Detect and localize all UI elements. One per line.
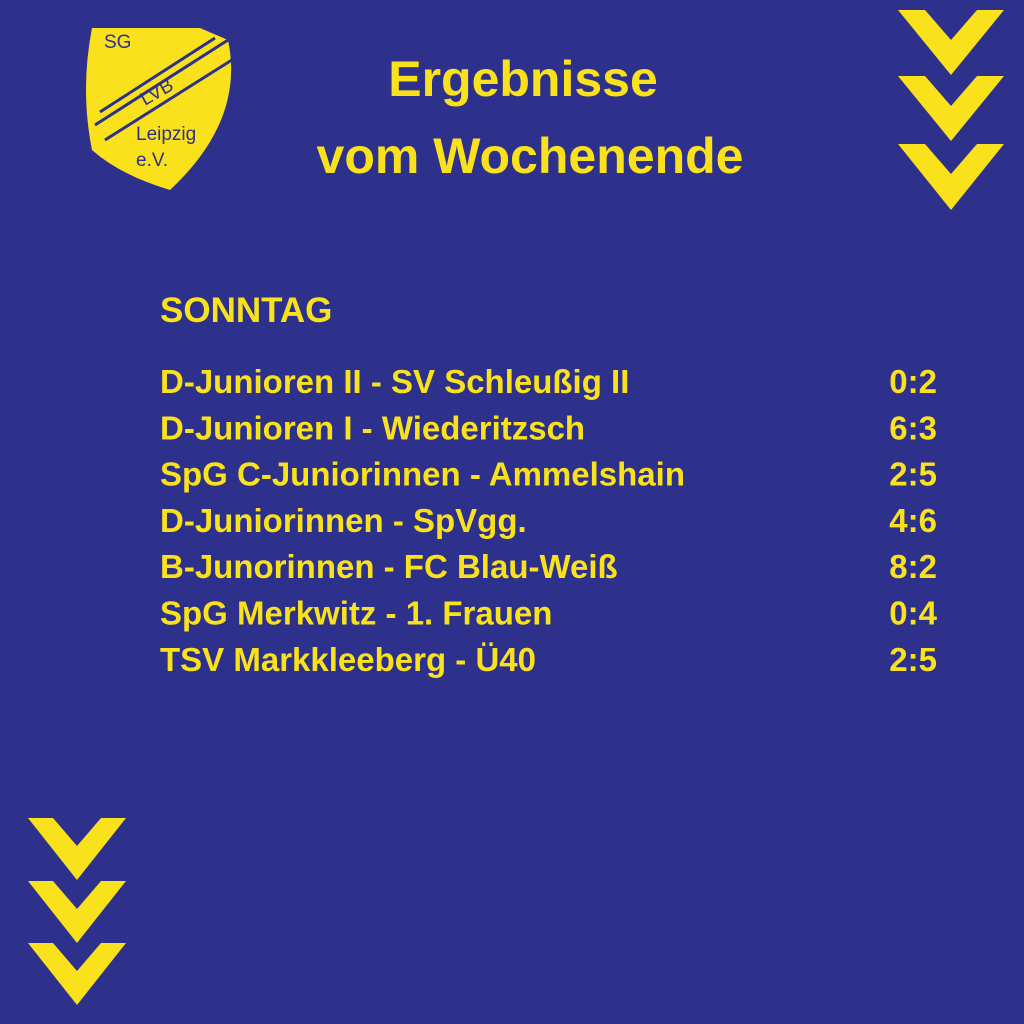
match: D-Juniorinnen - SpVgg.: [160, 502, 527, 539]
chevron: [28, 881, 126, 943]
chevron: [28, 818, 126, 880]
logo-text: Leipzig: [136, 124, 196, 145]
score: 0:2: [889, 363, 937, 400]
match: TSV Markkleeberg - Ü40: [160, 641, 536, 678]
match: D-Junioren II - SV Schleußig II: [160, 363, 629, 400]
score: 2:5: [889, 641, 937, 678]
score: 8:2: [889, 548, 937, 585]
logo-stripe: [99, 36, 216, 114]
logo-stripe: [104, 56, 236, 142]
logo-shield: [86, 28, 232, 190]
title: Ergebnisse: [388, 51, 658, 107]
logo-stripe: [94, 38, 229, 127]
match: SpG Merkwitz - 1. Frauen: [160, 595, 552, 632]
chevron: [28, 943, 126, 1005]
score: 2:5: [889, 456, 937, 493]
section-title: SONNTAG: [160, 291, 332, 330]
logo: SG LVB Leipzig e.V.: [86, 28, 236, 190]
score: 6:3: [889, 409, 937, 446]
title: vom Wochenende: [317, 128, 744, 184]
chevrons-bottom: [28, 818, 126, 1005]
chevron: [898, 76, 1004, 141]
chevron: [898, 144, 1004, 210]
logo-text: e.V.: [136, 150, 168, 171]
results: D-Junioren II - SV Schleußig II 0:2 D-Juni…: [160, 363, 938, 678]
match: SpG C-Juniorinnen - Ammelshain: [160, 456, 685, 493]
match: B-Junorinnen - FC Blau-Weiß: [160, 548, 618, 585]
score: 0:4: [889, 595, 937, 632]
match: D-Junioren I - Wiederitzsch: [160, 409, 585, 446]
chevrons-top: [898, 10, 1004, 210]
chevron: [898, 10, 1004, 75]
logo-text: SG: [104, 32, 131, 53]
score: 4:6: [889, 502, 937, 539]
